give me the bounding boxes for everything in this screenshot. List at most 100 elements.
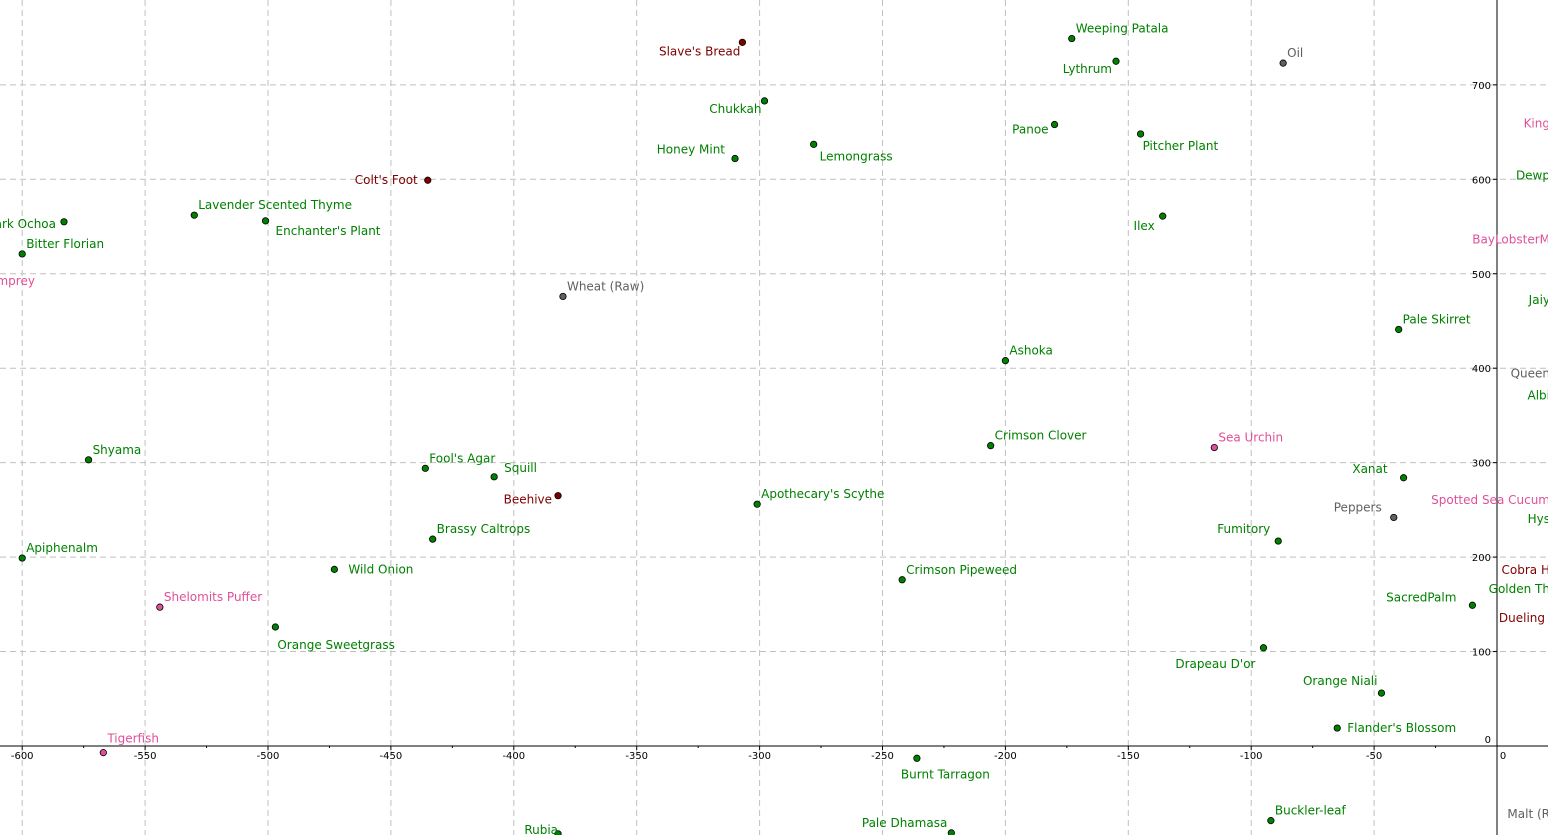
data-point[interactable] (1468, 601, 1477, 609)
data-point[interactable] (156, 603, 164, 611)
point-label: Pale Skirret (1403, 312, 1471, 326)
data-point[interactable] (760, 97, 769, 105)
x-tick-label: -300 (748, 751, 771, 762)
data-point[interactable] (554, 492, 562, 500)
data-point[interactable] (1001, 357, 1010, 365)
point-label: Singing Lamprey (0, 274, 35, 288)
data-point[interactable] (810, 140, 818, 148)
point-label: Buckler-leaf (1275, 804, 1347, 818)
y-tick-label: 200 (1472, 553, 1491, 564)
x-tick-label: -250 (871, 751, 894, 762)
data-point[interactable] (1390, 513, 1398, 522)
point-label: Flander's Blossom (1347, 721, 1456, 735)
x-tick-label: -500 (257, 751, 280, 762)
point-label: Slave's Bread (659, 44, 740, 58)
data-point[interactable] (84, 456, 93, 464)
y-tick-label: 600 (1472, 175, 1491, 186)
data-point[interactable] (731, 154, 739, 163)
point-label: Rubia (524, 823, 558, 835)
data-points (18, 34, 1477, 835)
point-label: Ashoka (1009, 344, 1053, 358)
data-point[interactable] (913, 754, 921, 762)
data-point[interactable] (1395, 325, 1403, 334)
point-label: Peppers (1334, 500, 1382, 514)
x-tick-label: -50 (1366, 751, 1382, 762)
point-label: Lythrum (1063, 62, 1112, 76)
edge-point-label: Dewp (1516, 168, 1548, 182)
data-point[interactable] (1274, 537, 1282, 545)
edge-point-label: King (1524, 116, 1548, 130)
point-label: Wheat (Raw) (567, 279, 644, 293)
point-label: Brassy Caltrops (437, 522, 531, 536)
y-tick-label: 300 (1472, 459, 1491, 470)
data-point[interactable] (421, 464, 429, 472)
data-point[interactable] (190, 211, 198, 219)
data-point[interactable] (1279, 59, 1287, 67)
point-label: Orange Niali (1303, 674, 1377, 688)
edge-point-label: Jaiy (1528, 293, 1548, 307)
data-point[interactable] (1377, 689, 1386, 697)
y-tick-label: 100 (1472, 648, 1491, 659)
edge-point-label: Queen (1511, 367, 1548, 381)
point-label: Shelomits Puffer (164, 590, 262, 604)
data-point[interactable] (1050, 120, 1059, 129)
edge-point-label: Malt (R (1507, 807, 1548, 821)
point-label: Apothecary's Scythe (761, 487, 884, 501)
data-point[interactable] (99, 749, 107, 757)
data-point[interactable] (753, 500, 761, 508)
data-point[interactable] (1068, 34, 1076, 43)
point-label: Fool's Agar (429, 451, 495, 465)
point-label: Dueling Serpe (1499, 611, 1548, 625)
data-point[interactable] (271, 623, 279, 631)
data-point[interactable] (559, 292, 567, 301)
data-point[interactable] (60, 218, 68, 226)
point-label: Bitter Florian (26, 237, 104, 251)
data-point[interactable] (1267, 817, 1275, 825)
data-point[interactable] (1259, 644, 1268, 652)
x-tick-label: -100 (1240, 751, 1263, 762)
x-axis-ticks: -1200-1150-1100-1050-1000-950-900-850-80… (11, 746, 1506, 762)
data-point[interactable] (947, 829, 955, 835)
data-point[interactable] (1112, 57, 1120, 65)
data-point[interactable] (424, 176, 432, 184)
data-point[interactable] (738, 38, 746, 46)
data-point[interactable] (18, 554, 26, 562)
data-point[interactable] (987, 442, 995, 450)
edge-labels: King Dewp BayLobsterM Jaiy Queen Albi Spotted … (1431, 116, 1548, 820)
data-point[interactable] (1210, 443, 1218, 452)
y-tick-label: 700 (1472, 81, 1491, 92)
data-point[interactable] (1136, 130, 1145, 138)
point-label: Crimson Clover (995, 429, 1087, 443)
x-tick-label: -350 (625, 751, 648, 762)
point-labels: Weeping Patala Slave's Bread Oil Lythrum Chu… (0, 22, 1548, 835)
data-point[interactable] (330, 565, 338, 573)
point-label: Dark Ochoa (0, 217, 56, 231)
data-point[interactable] (490, 473, 498, 481)
point-label: Fumitory (1217, 522, 1270, 536)
edge-point-label: Hys (1528, 512, 1548, 526)
point-label: Burnt Tarragon (901, 767, 990, 781)
data-point[interactable] (1159, 212, 1167, 220)
point-label: Sea Urchin (1218, 431, 1283, 445)
point-label: Honey Mint (657, 143, 726, 157)
data-point[interactable] (429, 535, 437, 543)
data-point[interactable] (18, 250, 26, 258)
point-label: Pale Dhamasa (862, 816, 947, 830)
point-label: Pitcher Plant (1143, 139, 1219, 153)
edge-point-label: Golden Th (1489, 582, 1548, 596)
point-label: Tigerfish (106, 732, 159, 746)
point-label: Lavender Scented Thyme (198, 198, 352, 212)
data-point[interactable] (261, 217, 270, 225)
point-label: SacredPalm (1386, 590, 1456, 604)
data-point[interactable] (1399, 474, 1408, 482)
point-label: Xanat (1352, 462, 1388, 476)
point-label: Oil (1287, 46, 1303, 60)
point-label: Lemongrass (820, 149, 893, 163)
point-label: Apiphenalm (26, 541, 98, 555)
data-point[interactable] (554, 830, 562, 835)
data-point[interactable] (1333, 724, 1341, 732)
point-label: Beehive (504, 493, 552, 507)
data-point[interactable] (898, 576, 906, 584)
